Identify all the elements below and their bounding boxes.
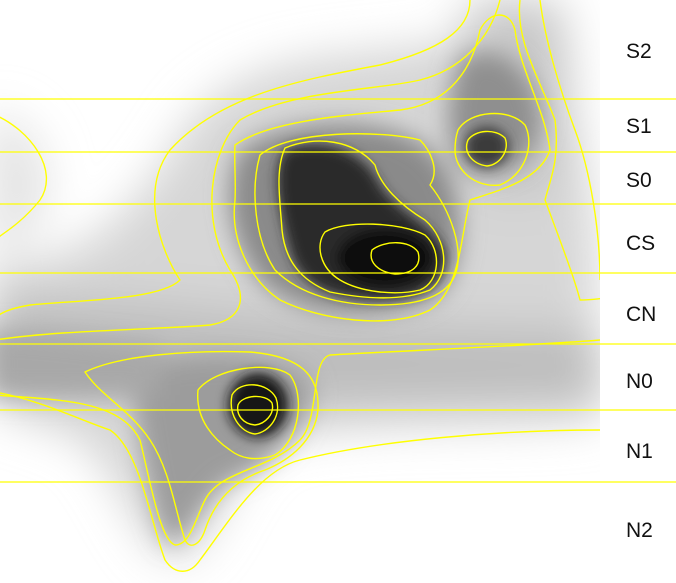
contour-peak-s1 — [466, 130, 507, 167]
band-label-s1: S1 — [626, 115, 652, 138]
band-label-n0: N0 — [626, 370, 653, 393]
density-contours — [0, 0, 600, 572]
density-heatmap — [0, 0, 600, 560]
contour-level-2 — [0, 0, 600, 546]
contour-level-3 — [233, 0, 600, 322]
contour-n0-peak — [236, 395, 274, 426]
band-labels: S2 S1 S0 CS CN N0 N1 N2 — [626, 40, 656, 542]
band-label-cn: CN — [626, 303, 656, 326]
contour-n0-mid — [197, 366, 300, 460]
contour-peak-s1-outer — [454, 112, 530, 186]
band-label-cs: CS — [626, 232, 655, 255]
contour-level-4 — [254, 133, 459, 306]
band-label-n2: N2 — [626, 519, 653, 542]
contour-level-1 — [0, 0, 600, 572]
contour-n0-inner — [230, 384, 279, 435]
contour-n0-outer — [84, 350, 319, 546]
contour-level-7 — [370, 242, 420, 275]
contour-level-6 — [319, 223, 438, 294]
band-label-s2: S2 — [626, 40, 652, 63]
band-label-s0: S0 — [626, 169, 652, 192]
contour-level-5 — [278, 140, 445, 299]
band-label-n1: N1 — [626, 440, 653, 463]
